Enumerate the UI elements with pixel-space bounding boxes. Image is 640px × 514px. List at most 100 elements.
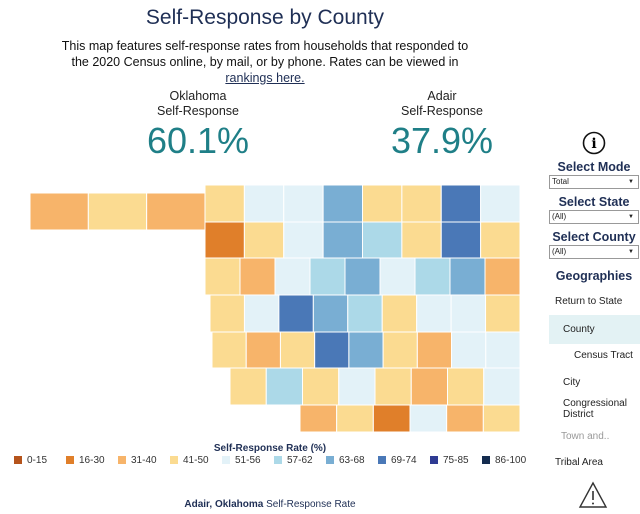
legend-item[interactable]: 69-74 xyxy=(378,455,417,466)
legend-item[interactable]: 31-40 xyxy=(118,455,157,466)
svg-text:i: i xyxy=(591,136,596,152)
county-region[interactable] xyxy=(381,294,418,333)
county-region[interactable] xyxy=(243,294,280,333)
county-region[interactable] xyxy=(416,331,453,369)
county-region[interactable] xyxy=(362,221,403,259)
county-region[interactable] xyxy=(312,294,349,333)
geo-census-tract[interactable]: Census Tract xyxy=(574,350,633,361)
county-region[interactable] xyxy=(409,404,448,433)
select-state-dropdown[interactable]: (All) ▼ xyxy=(549,210,639,224)
county-region[interactable] xyxy=(87,192,148,231)
legend-item[interactable]: 63-68 xyxy=(326,455,365,466)
legend-label: 63-68 xyxy=(339,455,365,466)
legend-item[interactable]: 41-50 xyxy=(170,455,209,466)
county-region[interactable] xyxy=(401,221,442,259)
county-region[interactable] xyxy=(204,257,241,296)
county-region[interactable] xyxy=(410,367,448,406)
county-region[interactable] xyxy=(229,367,267,406)
geo-county[interactable]: County xyxy=(563,324,595,335)
warning-icon[interactable] xyxy=(578,481,608,514)
legend-title: Self-Response Rate (%) xyxy=(213,443,327,454)
county-region[interactable] xyxy=(344,257,381,296)
geo-city[interactable]: City xyxy=(563,377,581,388)
county-name: Adair xyxy=(427,89,457,103)
county-region[interactable] xyxy=(299,404,338,433)
legend-item[interactable]: 0-15 xyxy=(14,455,47,466)
county-region[interactable] xyxy=(480,221,521,259)
legend-item[interactable]: 86-100 xyxy=(482,455,526,466)
geo-county-highlight xyxy=(549,315,640,344)
county-region[interactable] xyxy=(245,331,281,369)
county-region[interactable] xyxy=(204,221,245,259)
county-region[interactable] xyxy=(414,257,451,296)
info-icon[interactable]: i xyxy=(548,131,640,160)
county-region[interactable] xyxy=(278,294,314,333)
county-region[interactable] xyxy=(379,257,416,296)
county-region[interactable] xyxy=(440,221,482,259)
county-region[interactable] xyxy=(485,331,521,369)
select-mode-dropdown[interactable]: Total ▼ xyxy=(549,175,639,189)
state-rate: 60.1% xyxy=(146,120,250,161)
legend-item[interactable]: 57-62 xyxy=(274,455,313,466)
legend-item[interactable]: 75-85 xyxy=(430,455,469,466)
county-region[interactable] xyxy=(372,404,411,433)
county-region[interactable] xyxy=(416,294,452,333)
rankings-link[interactable]: rankings here. xyxy=(225,71,305,85)
county-region[interactable] xyxy=(209,294,245,333)
county-region[interactable] xyxy=(440,184,482,223)
county-region[interactable] xyxy=(336,404,374,433)
county-region[interactable] xyxy=(204,184,245,223)
select-county-value: (All) xyxy=(552,247,567,256)
county-region[interactable] xyxy=(374,367,412,406)
legend-swatch xyxy=(66,456,74,464)
county-region[interactable] xyxy=(382,331,418,369)
legend-label: 41-50 xyxy=(183,455,209,466)
legend-item[interactable]: 51-56 xyxy=(222,455,261,466)
county-region[interactable] xyxy=(483,367,521,406)
county-region[interactable] xyxy=(322,184,363,223)
select-mode-value: Total xyxy=(552,177,569,186)
county-region[interactable] xyxy=(484,257,521,296)
select-mode-label: Select Mode xyxy=(557,160,631,174)
county-region[interactable] xyxy=(401,184,442,223)
county-region[interactable] xyxy=(451,331,487,369)
county-region[interactable] xyxy=(274,257,311,296)
county-region[interactable] xyxy=(347,294,383,333)
county-region[interactable] xyxy=(239,257,276,296)
select-county-dropdown[interactable]: (All) ▼ xyxy=(549,245,639,259)
county-region[interactable] xyxy=(348,331,384,369)
geo-town[interactable]: Town and.. xyxy=(561,431,610,442)
geo-congressional-district[interactable]: Congressional District xyxy=(563,398,627,420)
county-region[interactable] xyxy=(146,192,206,231)
geo-return-to-state[interactable]: Return to State xyxy=(555,296,623,307)
county-region[interactable] xyxy=(243,221,285,259)
county-region[interactable] xyxy=(362,184,403,223)
geo-tribal-area[interactable]: Tribal Area xyxy=(555,457,603,468)
county-region[interactable] xyxy=(283,221,324,259)
county-region[interactable] xyxy=(480,184,521,223)
county-region[interactable] xyxy=(449,257,486,296)
select-state-value: (All) xyxy=(552,212,567,221)
county-region[interactable] xyxy=(447,367,485,406)
county-region[interactable] xyxy=(482,404,521,433)
county-region[interactable] xyxy=(211,331,247,369)
county-region[interactable] xyxy=(446,404,484,433)
county-region[interactable] xyxy=(265,367,303,406)
county-region[interactable] xyxy=(338,367,376,406)
county-region[interactable] xyxy=(309,257,346,296)
county-region[interactable] xyxy=(283,184,324,223)
county-region[interactable] xyxy=(314,331,350,369)
county-region[interactable] xyxy=(29,192,89,231)
select-county-label: Select County xyxy=(552,230,636,244)
legend-swatch xyxy=(430,456,438,464)
county-map[interactable] xyxy=(0,170,540,440)
county-region[interactable] xyxy=(302,367,340,406)
legend-swatch xyxy=(482,456,490,464)
county-region[interactable] xyxy=(279,331,316,369)
county-region[interactable] xyxy=(243,184,285,223)
legend-swatch xyxy=(274,456,282,464)
county-region[interactable] xyxy=(322,221,363,259)
legend-item[interactable]: 16-30 xyxy=(66,455,105,466)
county-region[interactable] xyxy=(485,294,521,333)
county-region[interactable] xyxy=(450,294,487,333)
